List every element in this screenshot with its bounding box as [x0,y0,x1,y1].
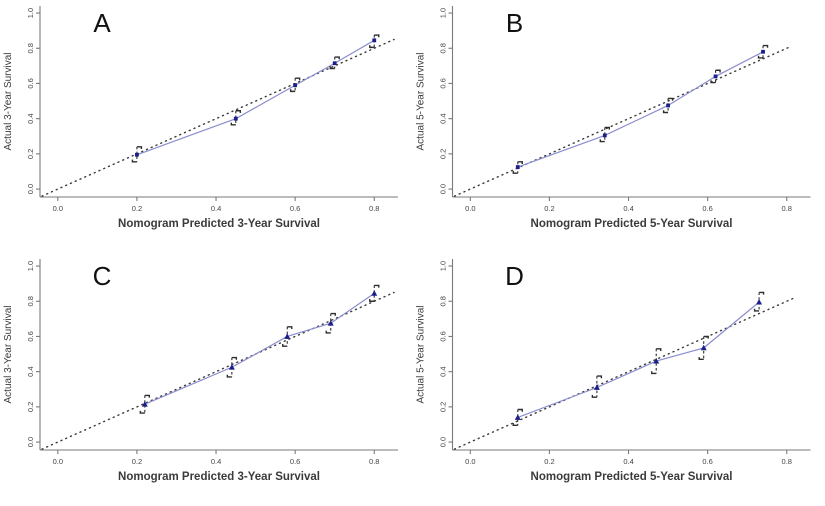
svg-text:0.0: 0.0 [53,457,63,466]
svg-text:0.2: 0.2 [26,402,35,412]
panel-d: 0.0 0.2 0.4 0.6 0.8 0.0 0.2 0.4 0.6 0.8 1.0 Nomogra… [412,253,825,506]
panel-letter: C [93,261,112,291]
svg-text:0.2: 0.2 [439,402,448,412]
svg-text:0.8: 0.8 [26,296,35,306]
x-axis-label: Nomogram Predicted 3-Year Survival [118,218,320,230]
svg-text:0.6: 0.6 [290,204,300,213]
axes [448,259,811,454]
svg-text:0.4: 0.4 [439,113,448,123]
svg-text:1.0: 1.0 [26,261,35,271]
svg-text:0.0: 0.0 [439,437,448,447]
svg-text:0.8: 0.8 [439,43,448,53]
error-bars [139,284,380,414]
svg-text:0.0: 0.0 [465,204,475,213]
svg-text:0.2: 0.2 [26,149,35,159]
svg-text:1.0: 1.0 [439,8,448,18]
y-tick-labels: 0.0 0.2 0.4 0.6 0.8 1.0 [26,261,35,447]
svg-text:0.6: 0.6 [26,78,35,88]
ideal-line [453,297,796,450]
x-axis-label: Nomogram Predicted 5-Year Survival [531,218,733,230]
calibration-plot-a: 0.0 0.2 0.4 0.6 0.8 0.0 0.2 0.4 0.6 0.8 1.0 Nomogra… [3,6,398,230]
svg-text:0.8: 0.8 [369,204,379,213]
svg-text:0.2: 0.2 [132,204,142,213]
svg-text:0.6: 0.6 [290,457,300,466]
svg-text:0.6: 0.6 [439,78,448,88]
svg-text:0.0: 0.0 [26,437,35,447]
svg-text:0.8: 0.8 [782,457,792,466]
axes [448,6,811,201]
svg-text:0.8: 0.8 [782,204,792,213]
y-tick-labels: 0.0 0.2 0.4 0.6 0.8 1.0 [439,261,448,447]
x-tick-labels: 0.0 0.2 0.4 0.6 0.8 [53,457,380,466]
x-axis-label: Nomogram Predicted 3-Year Survival [118,471,320,483]
calibration-plot-b: 0.0 0.2 0.4 0.6 0.8 0.0 0.2 0.4 0.6 0.8 1.0 Nomogra… [416,6,811,230]
x-axis-label: Nomogram Predicted 5-Year Survival [531,471,733,483]
panel-letter: D [505,261,524,291]
svg-text:0.0: 0.0 [439,184,448,194]
y-axis-label: Actual 3-Year Survival [3,305,14,403]
svg-text:0.4: 0.4 [26,366,35,376]
x-tick-labels: 0.0 0.2 0.4 0.6 0.8 [465,204,792,213]
svg-text:0.0: 0.0 [53,204,63,213]
axes [36,6,398,201]
svg-text:0.0: 0.0 [26,184,35,194]
svg-text:1.0: 1.0 [439,261,448,271]
panel-a: 0.0 0.2 0.4 0.6 0.8 0.0 0.2 0.4 0.6 0.8 1.0 Nomogra… [0,0,412,253]
svg-text:0.0: 0.0 [465,457,475,466]
panel-letter: A [93,8,111,38]
y-axis-label: Actual 5-Year Survival [416,305,427,403]
svg-text:0.8: 0.8 [439,296,448,306]
svg-text:0.4: 0.4 [623,457,633,466]
panel-letter: B [506,8,523,38]
svg-text:0.2: 0.2 [439,149,448,159]
ideal-line [453,45,792,197]
svg-text:0.6: 0.6 [702,457,712,466]
svg-text:0.2: 0.2 [132,457,142,466]
svg-text:0.6: 0.6 [26,331,35,341]
svg-text:1.0: 1.0 [26,8,35,18]
axes [36,259,398,454]
y-axis-label: Actual 5-Year Survival [416,52,427,150]
svg-text:0.4: 0.4 [439,366,448,376]
calibration-plot-c: 0.0 0.2 0.4 0.6 0.8 0.0 0.2 0.4 0.6 0.8 1.0 Nomogra… [3,259,398,483]
svg-text:0.4: 0.4 [623,204,633,213]
data-point-markers [141,290,378,407]
x-tick-labels: 0.0 0.2 0.4 0.6 0.8 [53,204,380,213]
calibration-line [517,301,760,418]
calibration-plot-d: 0.0 0.2 0.4 0.6 0.8 0.0 0.2 0.4 0.6 0.8 1.0 Nomogra… [416,259,811,483]
svg-text:0.2: 0.2 [544,204,554,213]
svg-text:0.4: 0.4 [26,113,35,123]
data-point-markers [135,38,377,157]
data-point-markers [515,49,765,169]
y-tick-labels: 0.0 0.2 0.4 0.6 0.8 1.0 [439,8,448,194]
svg-text:0.4: 0.4 [211,204,221,213]
svg-text:0.4: 0.4 [211,457,221,466]
svg-text:0.6: 0.6 [439,331,448,341]
calibration-line [517,51,764,168]
y-axis-label: Actual 3-Year Survival [3,52,14,150]
x-tick-labels: 0.0 0.2 0.4 0.6 0.8 [465,457,792,466]
ideal-line [41,38,395,197]
svg-text:0.6: 0.6 [702,204,712,213]
panel-c: 0.0 0.2 0.4 0.6 0.8 0.0 0.2 0.4 0.6 0.8 1.0 Nomogra… [0,253,412,506]
error-bars [512,44,769,174]
data-point-markers [514,299,763,420]
svg-text:0.2: 0.2 [544,457,554,466]
y-tick-labels: 0.0 0.2 0.4 0.6 0.8 1.0 [26,8,35,194]
ideal-line [41,291,395,450]
svg-text:0.8: 0.8 [26,43,35,53]
panel-b: 0.0 0.2 0.4 0.6 0.8 0.0 0.2 0.4 0.6 0.8 1.0 Nomogra… [412,0,825,253]
svg-text:0.8: 0.8 [369,457,379,466]
